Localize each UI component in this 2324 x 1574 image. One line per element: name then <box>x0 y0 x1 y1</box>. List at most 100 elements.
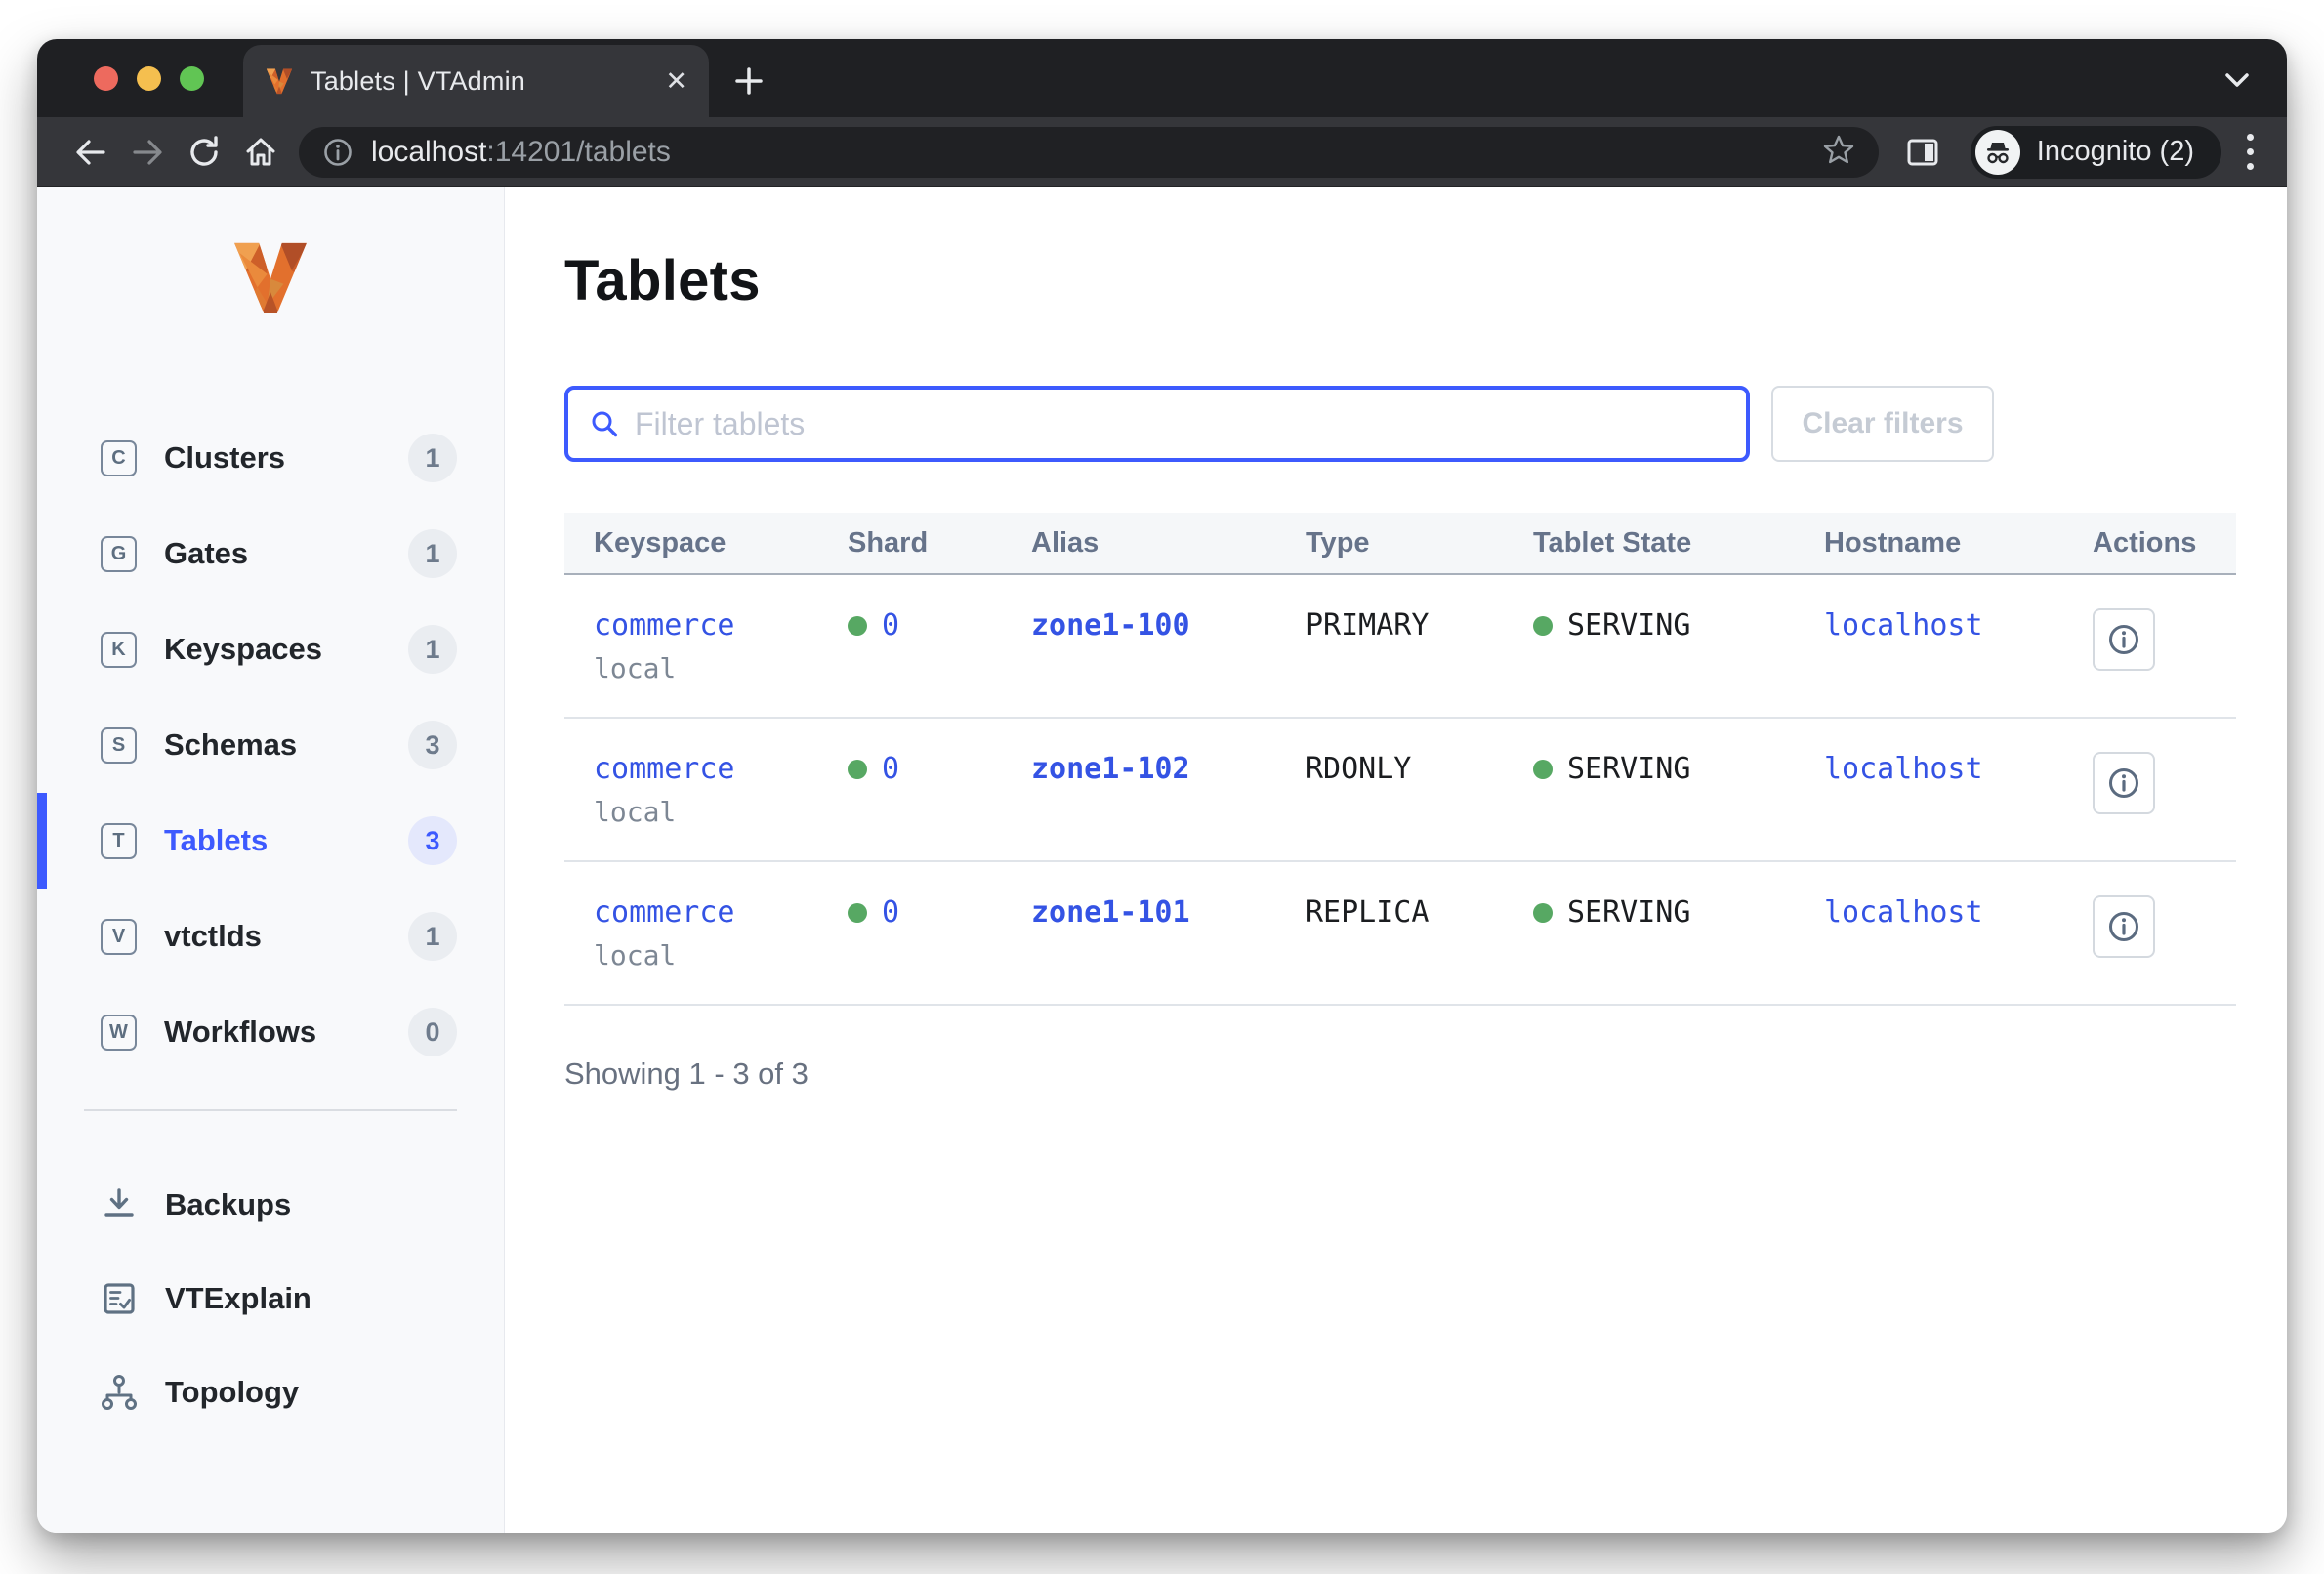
browser-tab-strip: Tablets | VTAdmin ✕ <box>37 39 2287 117</box>
tab-title: Tablets | VTAdmin <box>311 65 525 96</box>
type-cell: REPLICA <box>1306 895 1430 930</box>
alias-link[interactable]: zone1-101 <box>1031 895 1190 930</box>
incognito-label: Incognito (2) <box>2036 136 2194 167</box>
site-info-icon[interactable] <box>322 137 353 168</box>
tablets-table: Keyspace Shard Alias Type Tablet State H… <box>564 513 2236 1006</box>
sidebar-secondary-nav: Backups VTExplain Topology <box>37 1158 504 1439</box>
alias-cell: zone1-101 <box>1002 862 1276 1004</box>
column-header: Hostname <box>1824 526 1962 559</box>
filter-box <box>564 386 1750 462</box>
count-badge: 3 <box>408 721 457 769</box>
entity-letter-icon: W <box>101 1014 137 1051</box>
sidebar-item-label: Workflows <box>164 1015 317 1049</box>
row-info-button[interactable] <box>2093 752 2155 814</box>
sidebar-item-label: Gates <box>164 536 249 570</box>
type-cell: RDONLY <box>1306 752 1412 786</box>
entity-letter-icon: C <box>101 439 137 476</box>
forward-button[interactable] <box>119 124 176 181</box>
shard-cell: 0 <box>818 862 1002 1004</box>
count-badge: 1 <box>408 912 457 961</box>
reload-button[interactable] <box>176 124 232 181</box>
state-cell: SERVING <box>1504 575 1795 717</box>
alias-link[interactable]: zone1-100 <box>1031 608 1190 642</box>
hostname-link[interactable]: localhost <box>1824 752 1983 786</box>
vitess-favicon-icon <box>265 66 294 96</box>
tablet-row: commerce local 0 zone1-101 REPLICA <box>564 862 2236 1006</box>
bookmark-star-icon[interactable] <box>1822 133 1855 171</box>
keyspace-cell: commerce local <box>564 575 818 717</box>
side-panel-button[interactable] <box>1894 124 1951 181</box>
table-header: Keyspace Shard Alias Type Tablet State H… <box>564 513 2236 575</box>
state-label: SERVING <box>1567 895 1691 930</box>
sidebar-item-clusters[interactable]: C Clusters 1 <box>37 410 504 506</box>
shard-status-dot <box>848 903 867 923</box>
shard-link[interactable]: 0 <box>882 752 900 786</box>
table-body: commerce local 0 zone1-100 PRIMARY <box>564 575 2236 1006</box>
url-path: :14201/tablets <box>486 135 671 168</box>
clear-filters-button[interactable]: Clear filters <box>1771 386 1994 462</box>
sidebar-item-label: Backups <box>165 1187 292 1222</box>
sidebar-item-backups[interactable]: Backups <box>37 1158 504 1252</box>
back-button[interactable] <box>62 124 119 181</box>
actions-cell <box>2063 575 2236 717</box>
vitess-logo <box>226 236 315 318</box>
sidebar-item-label: Topology <box>165 1375 300 1409</box>
tab-close-icon[interactable]: ✕ <box>665 65 687 96</box>
sidebar-item-label: vtctlds <box>164 919 262 953</box>
alias-link[interactable]: zone1-102 <box>1031 752 1190 786</box>
filter-tablets-input[interactable] <box>635 390 1746 458</box>
new-tab-button[interactable] <box>732 45 766 117</box>
keyspace-link[interactable]: commerce <box>594 608 735 642</box>
sidebar-item-keyspaces[interactable]: K Keyspaces 1 <box>37 601 504 697</box>
tablet-row: commerce local 0 zone1-100 PRIMARY <box>564 575 2236 719</box>
shard-status-dot <box>848 760 867 779</box>
hostname-link[interactable]: localhost <box>1824 895 1983 930</box>
browser-tab-active[interactable]: Tablets | VTAdmin ✕ <box>243 45 709 117</box>
plus-icon <box>735 67 763 95</box>
sidebar-item-topology[interactable]: Topology <box>37 1346 504 1439</box>
column-header: Actions <box>2093 526 2197 559</box>
entity-letter-icon: G <box>101 535 137 572</box>
count-badge: 1 <box>408 529 457 578</box>
entity-letter-icon: S <box>101 726 137 764</box>
count-badge: 3 <box>408 816 457 865</box>
window-controls <box>94 66 204 91</box>
row-info-button[interactable] <box>2093 608 2155 671</box>
tablets-page: Tablets Clear filters Keyspace Shard Ali… <box>505 187 2287 1533</box>
sidebar-item-vtexplain[interactable]: VTExplain <box>37 1252 504 1346</box>
state-label: SERVING <box>1567 608 1691 642</box>
tab-search-chevron-icon[interactable] <box>2220 67 2254 96</box>
count-badge: 1 <box>408 434 457 482</box>
incognito-badge[interactable]: Incognito (2) <box>1970 125 2221 179</box>
sidebar: C Clusters 1 G Gates 1 K Keyspaces 1 <box>37 187 505 1533</box>
address-bar[interactable]: localhost:14201/tablets <box>299 126 1879 178</box>
home-button[interactable] <box>232 124 289 181</box>
keyspace-link[interactable]: commerce <box>594 895 735 930</box>
close-window-button[interactable] <box>94 66 118 91</box>
entity-letter-icon: V <box>101 918 137 955</box>
sidebar-item-vtctlds[interactable]: V vtctlds 1 <box>37 889 504 984</box>
browser-menu-button[interactable] <box>2239 128 2262 176</box>
row-info-button[interactable] <box>2093 895 2155 958</box>
sidebar-item-tablets[interactable]: T Tablets 3 <box>37 793 504 889</box>
hostname-link[interactable]: localhost <box>1824 608 1983 642</box>
serving-status-dot <box>1533 903 1553 923</box>
sidebar-item-workflows[interactable]: W Workflows 0 <box>37 984 504 1080</box>
shard-cell: 0 <box>818 719 1002 860</box>
count-badge: 0 <box>408 1008 457 1056</box>
browser-window: Tablets | VTAdmin ✕ <box>37 39 2287 1533</box>
zoom-window-button[interactable] <box>180 66 204 91</box>
shard-link[interactable]: 0 <box>882 895 900 930</box>
keyspace-link[interactable]: commerce <box>594 752 735 786</box>
app-content: C Clusters 1 G Gates 1 K Keyspaces 1 <box>37 187 2287 1533</box>
sidebar-item-schemas[interactable]: S Schemas 3 <box>37 697 504 793</box>
sidebar-item-label: Clusters <box>164 440 286 475</box>
type-cell: PRIMARY <box>1306 608 1430 642</box>
shard-link[interactable]: 0 <box>882 608 900 642</box>
url-host: localhost <box>371 135 487 168</box>
actions-cell <box>2063 719 2236 860</box>
alias-cell: zone1-102 <box>1002 719 1276 860</box>
url-text: localhost:14201/tablets <box>371 136 671 169</box>
sidebar-item-gates[interactable]: G Gates 1 <box>37 506 504 601</box>
minimize-window-button[interactable] <box>137 66 161 91</box>
